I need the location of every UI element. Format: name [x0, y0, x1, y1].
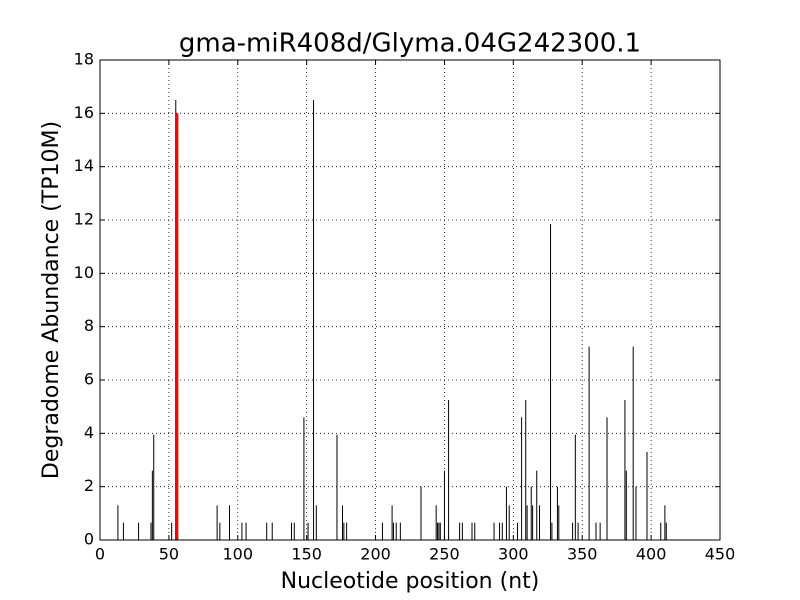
- x-tick-label: 300: [498, 545, 529, 564]
- x-tick-label: 450: [705, 545, 736, 564]
- y-axis-label: Degradome Abundance (TP10M): [39, 121, 64, 479]
- y-tick-label: 10: [74, 263, 94, 282]
- y-tick-label: 18: [74, 50, 94, 69]
- x-tick-label: 350: [567, 545, 598, 564]
- chart-title: gma-miR408d/Glyma.04G242300.1: [179, 29, 641, 59]
- x-axis-label: Nucleotide position (nt): [281, 569, 540, 594]
- x-tick-label: 200: [360, 545, 391, 564]
- y-tick-label: 4: [84, 423, 94, 442]
- y-tick-label: 0: [84, 530, 94, 549]
- y-tick-label: 14: [74, 156, 94, 175]
- y-tick-label: 8: [84, 316, 94, 335]
- x-tick-label: 400: [636, 545, 667, 564]
- x-tick-label: 50: [159, 545, 179, 564]
- y-tick-label: 12: [74, 210, 94, 229]
- y-tick-label: 16: [74, 103, 94, 122]
- x-tick-label: 250: [429, 545, 460, 564]
- x-tick-label: 100: [223, 545, 254, 564]
- plot-frame: [99, 59, 721, 541]
- x-tick-label: 0: [95, 545, 105, 564]
- y-tick-label: 6: [84, 370, 94, 389]
- y-tick-label: 2: [84, 476, 94, 495]
- x-tick-label: 150: [291, 545, 322, 564]
